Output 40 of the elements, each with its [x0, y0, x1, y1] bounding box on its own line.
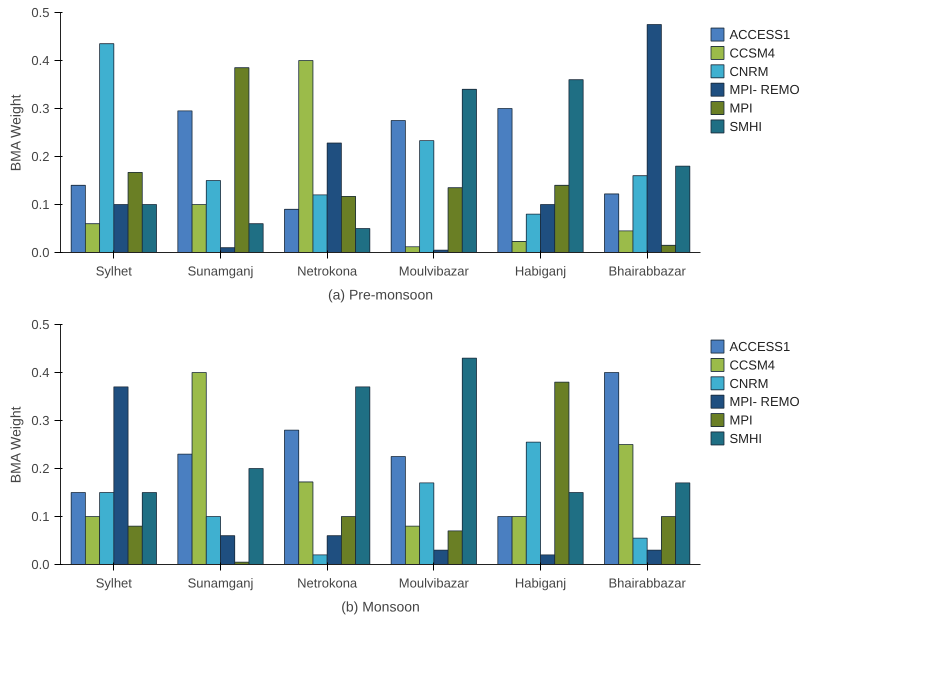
x-tick-label: Moulvibazar — [398, 576, 470, 590]
x-tick-label: Moulvibazar — [398, 264, 470, 278]
legend-label: MPI — [730, 100, 753, 116]
y-tick-label: 0.1 — [31, 509, 50, 524]
x-tick-label: Sunamganj — [188, 576, 254, 590]
legend-label: SMHI — [730, 430, 762, 446]
x-tick-label: Sylhet — [96, 264, 132, 278]
x-tick-label: Sunamganj — [188, 264, 254, 278]
x-tick-label: Bhairabbazar — [608, 576, 686, 590]
legend-label: MPI- REMO — [730, 394, 800, 410]
y-tick-label: 0.3 — [31, 101, 50, 116]
x-tick-label: Netrokona — [297, 576, 358, 590]
y-tick-label: 0.2 — [31, 461, 50, 476]
y-tick-label: 0.4 — [31, 53, 50, 68]
x-tick-label: Bhairabbazar — [608, 264, 686, 278]
y-tick-label: 0.3 — [31, 413, 50, 428]
legend-label: ACCESS1 — [730, 339, 790, 354]
x-tick-label: Sylhet — [96, 576, 132, 590]
legend-label: MPI- REMO — [730, 82, 800, 98]
legend-label: CCSM4 — [730, 357, 776, 372]
legend-label: CNRM — [730, 376, 768, 391]
x-axis-title: (a) Pre-monsoon — [328, 286, 434, 302]
y-tick-label: 0.5 — [31, 5, 50, 20]
y-tick-label: 0.4 — [31, 365, 50, 380]
y-tick-label: 0.1 — [31, 197, 50, 212]
y-tick-label: 0.0 — [31, 557, 50, 572]
x-axis-title: (b) Monsoon — [341, 598, 420, 614]
x-tick-label: Habiganj — [514, 576, 566, 590]
legend-label: CCSM4 — [730, 45, 776, 60]
legend-label: ACCESS1 — [730, 27, 790, 42]
legend-label: CNRM — [730, 64, 768, 79]
legend-label: MPI — [730, 412, 753, 428]
y-tick-label: 0.5 — [31, 317, 50, 332]
y-tick-label: 0.0 — [31, 245, 50, 260]
x-tick-label: Netrokona — [297, 264, 358, 278]
y-axis-title: BMA Weight — [7, 94, 24, 172]
y-tick-label: 0.2 — [31, 149, 50, 164]
legend-label: SMHI — [730, 118, 762, 134]
y-axis-title: BMA Weight — [7, 406, 24, 484]
x-tick-label: Habiganj — [514, 264, 566, 278]
